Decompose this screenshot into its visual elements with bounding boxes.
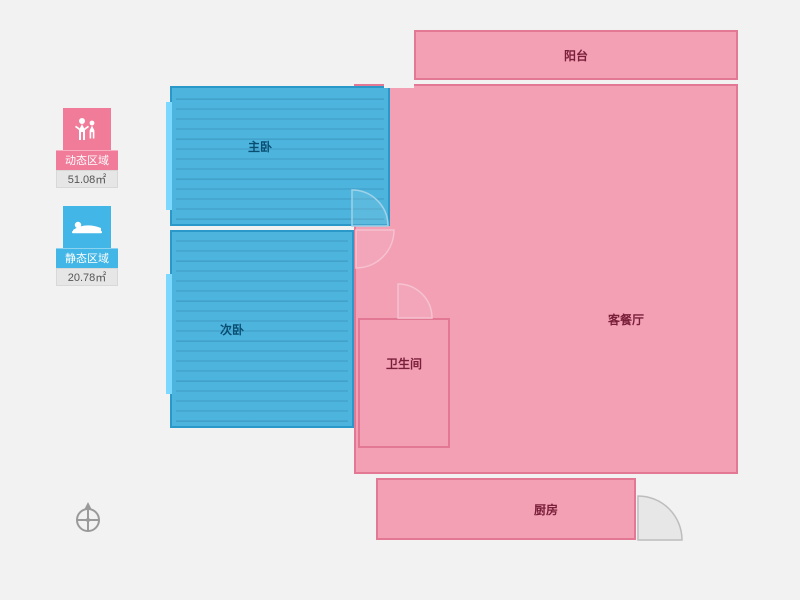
sleep-icon bbox=[63, 206, 111, 248]
people-icon bbox=[63, 108, 111, 150]
legend-static: 静态区域 20.78㎡ bbox=[56, 206, 118, 286]
legend-dynamic: 动态区域 51.08㎡ bbox=[56, 108, 118, 188]
door-arc-3 bbox=[594, 496, 682, 584]
compass-icon bbox=[70, 500, 106, 541]
room-label-master: 主卧 bbox=[248, 138, 272, 155]
wall-gap-1 bbox=[384, 80, 414, 88]
legend-dynamic-label: 动态区域 bbox=[56, 150, 118, 170]
room-label-kitchen: 厨房 bbox=[534, 501, 558, 518]
room-balcony: 阳台 bbox=[414, 30, 738, 80]
room-label-living: 客餐厅 bbox=[608, 311, 644, 328]
room-label-second: 次卧 bbox=[220, 321, 244, 338]
room-label-balcony: 阳台 bbox=[564, 47, 588, 64]
legend-static-label: 静态区域 bbox=[56, 248, 118, 268]
door-arc-2 bbox=[364, 284, 432, 352]
floorplan-canvas: 动态区域 51.08㎡ 静态区域 20.78㎡ bbox=[0, 0, 800, 600]
legend-dynamic-value: 51.08㎡ bbox=[56, 170, 118, 188]
door-arc-1 bbox=[318, 192, 394, 268]
room-label-bath: 卫生间 bbox=[386, 355, 422, 372]
window-edge-0 bbox=[166, 102, 172, 210]
legend-static-value: 20.78㎡ bbox=[56, 268, 118, 286]
window-edge-1 bbox=[166, 274, 172, 394]
floorplan: 阳台客餐厅 主卧次卧卫生间厨房 bbox=[170, 30, 740, 570]
legend: 动态区域 51.08㎡ 静态区域 20.78㎡ bbox=[56, 108, 118, 304]
